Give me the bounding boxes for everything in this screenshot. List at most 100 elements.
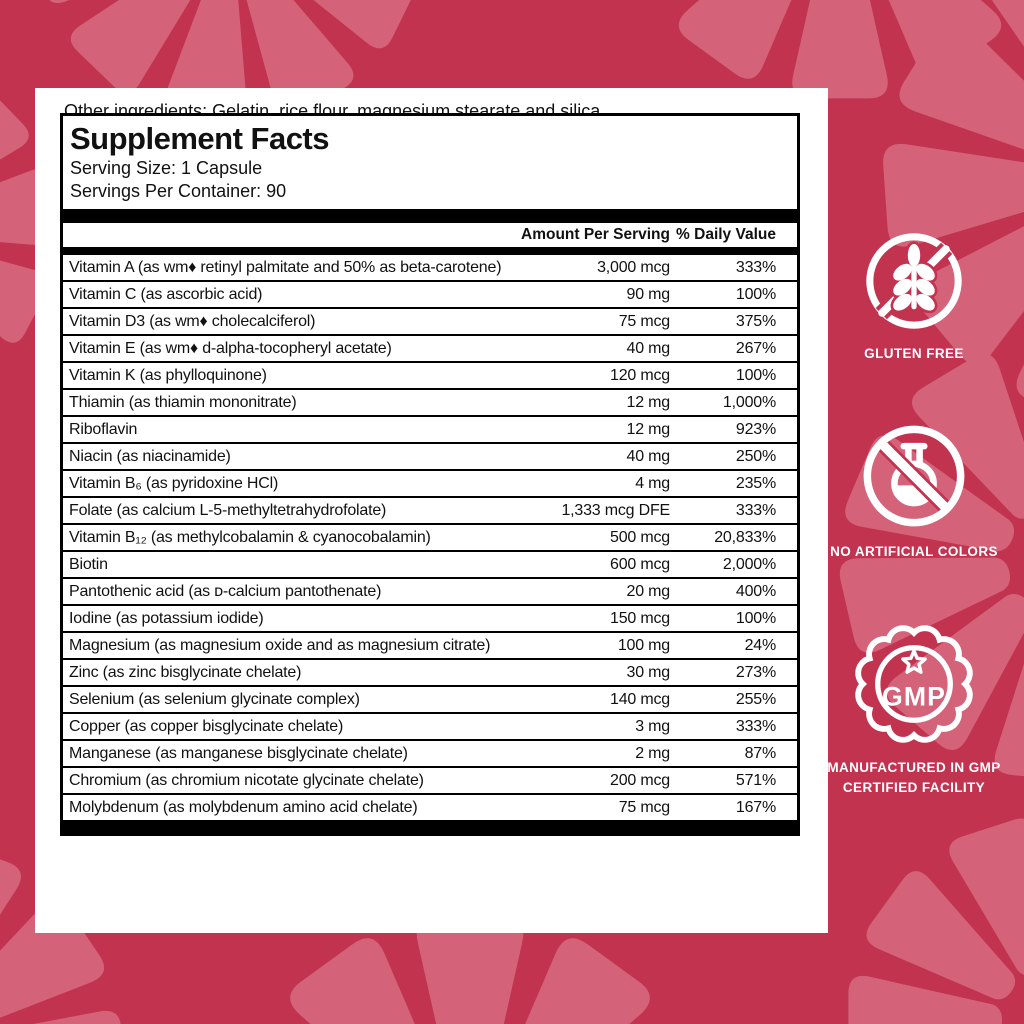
nutrient-name: Riboflavin <box>69 420 138 438</box>
nutrient-daily-value: 1,000% <box>722 393 776 411</box>
table-row: Vitamin A (as wm♦ retinyl palmitate and … <box>63 255 797 280</box>
divider-bar-bottom <box>63 820 797 833</box>
nutrient-name: Folate (as calcium L-5-methyltetrahydrof… <box>69 501 387 519</box>
nutrient-name: Niacin (as niacinamide) <box>69 447 231 465</box>
nutrient-amount: 20 mg <box>626 582 671 600</box>
column-daily-value: % Daily Value <box>676 226 776 243</box>
no-artificial-colors-icon <box>863 425 965 527</box>
supplement-facts-box: Supplement Facts Serving Size: 1 Capsule… <box>60 113 800 836</box>
nutrient-amount: 75 mcg <box>618 798 670 816</box>
nutrient-daily-value: 273% <box>735 663 776 681</box>
nutrient-amount: 4 mg <box>635 474 670 492</box>
nutrient-daily-value: 400% <box>735 582 776 600</box>
column-headers: Amount Per Serving % Daily Value <box>63 223 797 247</box>
nutrient-name: Thiamin (as thiamin mononitrate) <box>69 393 297 411</box>
nutrient-daily-value: 267% <box>735 339 776 357</box>
nutrient-amount: 100 mg <box>617 636 670 654</box>
nutrient-name: Manganese (as manganese bisglycinate che… <box>69 744 408 762</box>
facts-title: Supplement Facts <box>70 121 330 156</box>
nutrient-name: Molybdenum (as molybdenum amino acid che… <box>69 798 418 816</box>
nutrient-daily-value: 333% <box>735 258 776 276</box>
table-row: Selenium (as selenium glycinate complex)… <box>63 685 797 712</box>
nutrient-name: Vitamin B₁₂ (as methylcobalamin & cyanoc… <box>69 528 431 546</box>
nutrient-daily-value: 20,833% <box>714 528 776 546</box>
nutrient-daily-value: 2,000% <box>722 555 776 573</box>
gluten-free-label: GLUTEN FREE <box>864 346 964 361</box>
nutrient-amount: 1,333 mcg DFE <box>561 501 670 519</box>
nutrient-daily-value: 100% <box>735 366 776 384</box>
nutrient-amount: 150 mcg <box>610 609 670 627</box>
table-row: Vitamin K (as phylloquinone) 120 mcg 100… <box>63 361 797 388</box>
nutrient-name: Vitamin K (as phylloquinone) <box>69 366 267 384</box>
table-row: Zinc (as zinc bisglycinate chelate) 30 m… <box>63 658 797 685</box>
table-row: Iodine (as potassium iodide) 150 mcg 100… <box>63 604 797 631</box>
table-row: Vitamin C (as ascorbic acid) 90 mg 100% <box>63 280 797 307</box>
nutrient-amount: 90 mg <box>626 285 671 303</box>
divider-bar-top <box>63 209 797 223</box>
nutrient-name: Chromium (as chromium nicotate glycinate… <box>69 771 424 789</box>
nutrient-amount: 2 mg <box>635 744 670 762</box>
table-row: Vitamin E (as wm♦ d-alpha-tocopheryl ace… <box>63 334 797 361</box>
badge-gluten-free: GLUTEN FREE <box>822 228 1006 364</box>
nutrient-name: Iodine (as potassium iodide) <box>69 609 264 627</box>
table-row: Chromium (as chromium nicotate glycinate… <box>63 766 797 793</box>
nutrient-name: Vitamin D3 (as wm♦ cholecalciferol) <box>69 312 316 330</box>
serving-size: Serving Size: 1 Capsule <box>70 158 263 178</box>
nutrient-amount: 12 mg <box>626 420 671 438</box>
table-row: Magnesium (as magnesium oxide and as mag… <box>63 631 797 658</box>
nutrient-table: Vitamin A (as wm♦ retinyl palmitate and … <box>63 255 797 820</box>
nutrient-daily-value: 24% <box>744 636 777 654</box>
nutrient-name: Magnesium (as magnesium oxide and as mag… <box>69 636 491 654</box>
nutrient-amount: 30 mg <box>626 663 671 681</box>
nutrient-amount: 500 mcg <box>610 528 670 546</box>
table-row: Riboflavin 12 mg 923% <box>63 415 797 442</box>
nutrient-daily-value: 333% <box>735 501 776 519</box>
table-row: Folate (as calcium L-5-methyltetrahydrof… <box>63 496 797 523</box>
nutrient-daily-value: 235% <box>735 474 776 492</box>
nutrient-amount: 120 mcg <box>610 366 670 384</box>
nutrient-daily-value: 923% <box>735 420 776 438</box>
nutrient-daily-value: 100% <box>735 609 776 627</box>
gluten-free-icon <box>866 233 962 329</box>
nutrient-daily-value: 167% <box>735 798 776 816</box>
table-row: Vitamin D3 (as wm♦ cholecalciferol) 75 m… <box>63 307 797 334</box>
nutrient-amount: 40 mg <box>626 447 671 465</box>
nutrient-daily-value: 255% <box>735 690 776 708</box>
table-row: Copper (as copper bisglycinate chelate) … <box>63 712 797 739</box>
nutrient-name: Vitamin E (as wm♦ d-alpha-tocopheryl ace… <box>69 339 392 357</box>
nutrient-amount: 200 mcg <box>610 771 670 789</box>
table-row: Biotin 600 mcg 2,000% <box>63 550 797 577</box>
table-row: Thiamin (as thiamin mononitrate) 12 mg 1… <box>63 388 797 415</box>
star-icon <box>901 649 927 674</box>
servings-per-container: Servings Per Container: 90 <box>70 181 287 201</box>
gmp-label: MANUFACTURED IN GMP CERTIFIED FACILITY <box>827 760 1001 796</box>
nutrient-daily-value: 375% <box>735 312 776 330</box>
nutrient-daily-value: 571% <box>735 771 776 789</box>
nutrient-name: Copper (as copper bisglycinate chelate) <box>69 717 344 735</box>
table-row: Vitamin B₆ (as pyridoxine HCl) 4 mg 235% <box>63 469 797 496</box>
facts-header: Supplement Facts Serving Size: 1 Capsule… <box>63 116 797 209</box>
badge-gmp: GMP MANUFACTURED IN GMP CERTIFIED FACILI… <box>822 620 1006 799</box>
gmp-seal-text: GMP <box>882 681 946 711</box>
nutrient-amount: 3,000 mcg <box>597 258 670 276</box>
table-row: Vitamin B₁₂ (as methylcobalamin & cyanoc… <box>63 523 797 550</box>
nutrient-name: Vitamin A (as wm♦ retinyl palmitate and … <box>69 258 502 276</box>
nutrient-amount: 40 mg <box>626 339 671 357</box>
nutrient-daily-value: 250% <box>735 447 776 465</box>
column-amount-per-serving: Amount Per Serving <box>521 226 670 243</box>
nutrient-name: Selenium (as selenium glycinate complex) <box>69 690 360 708</box>
nutrient-amount: 12 mg <box>626 393 671 411</box>
nutrient-amount: 600 mcg <box>610 555 670 573</box>
nutrient-name: Biotin <box>69 555 108 573</box>
badge-no-artificial-colors: NO ARTIFICIAL COLORS <box>822 420 1006 562</box>
no-artificial-colors-label: NO ARTIFICIAL COLORS <box>830 544 998 559</box>
nutrient-amount: 75 mcg <box>618 312 670 330</box>
nutrient-daily-value: 333% <box>735 717 776 735</box>
nutrient-amount: 140 mcg <box>610 690 670 708</box>
gmp-seal-icon: GMP <box>855 625 973 743</box>
nutrient-daily-value: 100% <box>735 285 776 303</box>
table-row: Pantothenic acid (as ᴅ-calcium pantothen… <box>63 577 797 604</box>
table-row: Niacin (as niacinamide) 40 mg 250% <box>63 442 797 469</box>
label-panel: Supplement Facts Serving Size: 1 Capsule… <box>35 88 828 933</box>
nutrient-name: Zinc (as zinc bisglycinate chelate) <box>69 663 302 681</box>
